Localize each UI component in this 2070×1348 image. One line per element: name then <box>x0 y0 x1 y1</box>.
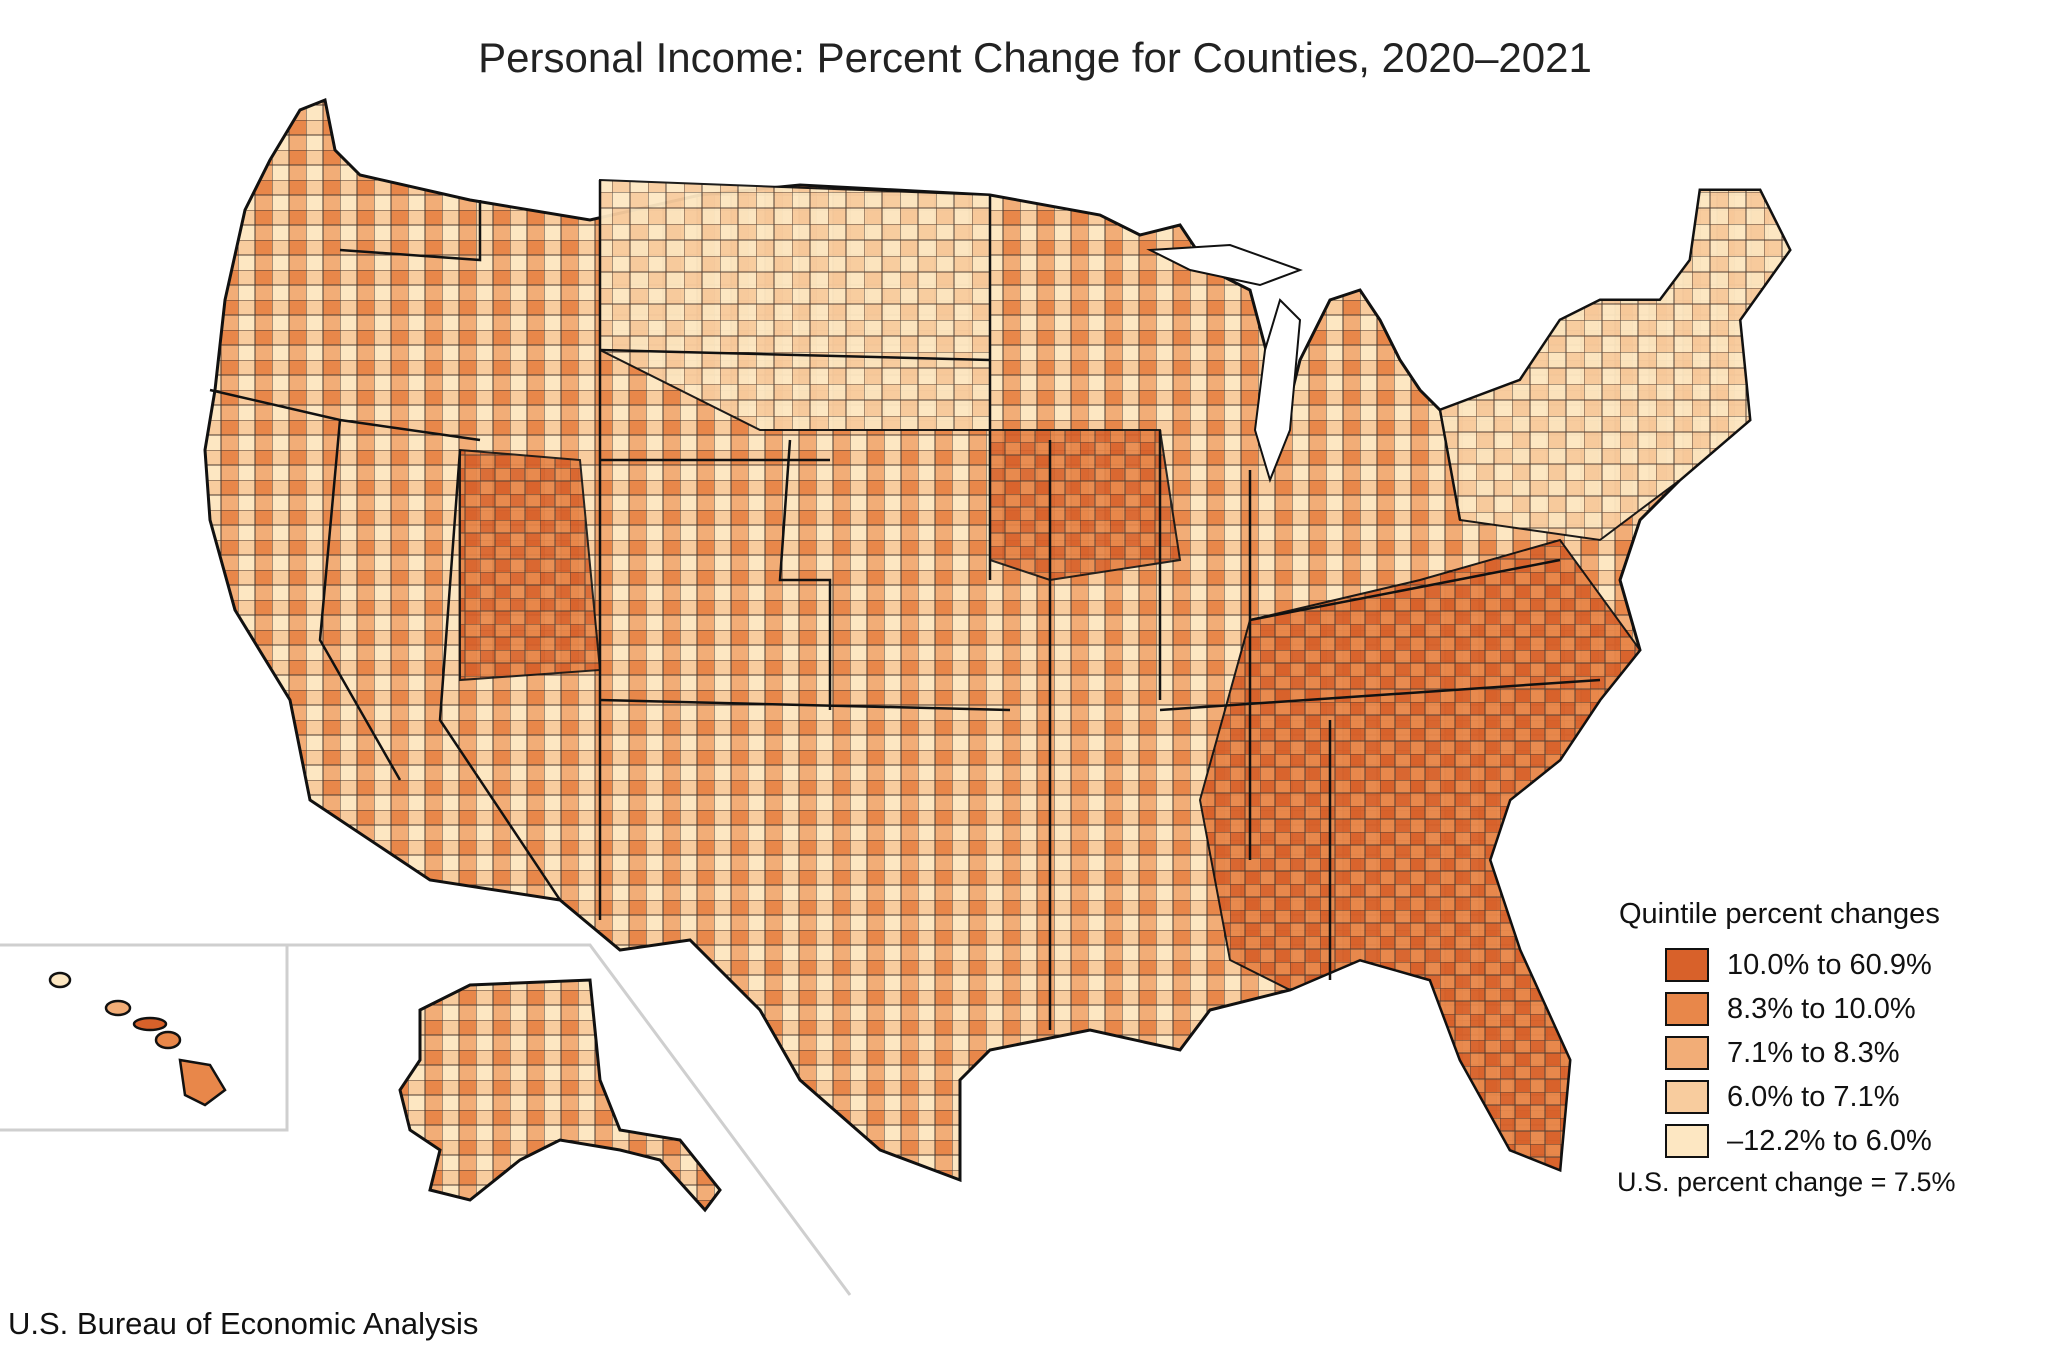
legend-swatch-3 <box>1665 1036 1709 1070</box>
legend-label: –12.2% to 6.0% <box>1727 1124 1932 1157</box>
legend-title: Quintile percent changes <box>1619 898 1940 930</box>
legend-row: –12.2% to 6.0% <box>1615 1119 1955 1163</box>
legend-row: 8.3% to 10.0% <box>1615 987 1955 1031</box>
map-title: Personal Income: Percent Change for Coun… <box>478 34 1592 81</box>
legend-label: 7.1% to 8.3% <box>1727 1036 1900 1069</box>
source-footer: U.S. Bureau of Economic Analysis <box>8 1306 479 1341</box>
northeast-region <box>1438 189 1792 542</box>
alaska <box>398 978 722 1213</box>
legend-row: 6.0% to 7.1% <box>1615 1075 1955 1119</box>
southeast-region <box>1198 538 1642 1172</box>
legend-swatch-4 <box>1665 1080 1709 1114</box>
mountain-region <box>459 448 602 682</box>
legend-swatch-2 <box>1665 992 1709 1026</box>
hawaii-frame <box>0 945 289 1132</box>
plains-region <box>989 429 1182 582</box>
legend-swatch-1 <box>1665 948 1709 982</box>
lake-superior <box>1146 243 1303 287</box>
legend-row: 10.0% to 60.9% <box>1615 943 1955 987</box>
hawaii <box>48 971 227 1107</box>
legend: Quintile percent changes 10.0% to 60.9% … <box>1615 898 1955 1198</box>
lake-michigan <box>1253 298 1302 484</box>
legend-label: 10.0% to 60.9% <box>1727 948 1932 981</box>
legend-swatch-5 <box>1665 1124 1709 1158</box>
us-percent-change: U.S. percent change = 7.5% <box>1617 1167 1956 1197</box>
state-borders <box>209 180 1601 1030</box>
legend-label: 6.0% to 7.1% <box>1727 1080 1900 1113</box>
legend-label: 8.3% to 10.0% <box>1727 992 1916 1025</box>
legend-row: 7.1% to 8.3% <box>1615 1031 1955 1075</box>
inset-frame <box>0 943 852 1296</box>
